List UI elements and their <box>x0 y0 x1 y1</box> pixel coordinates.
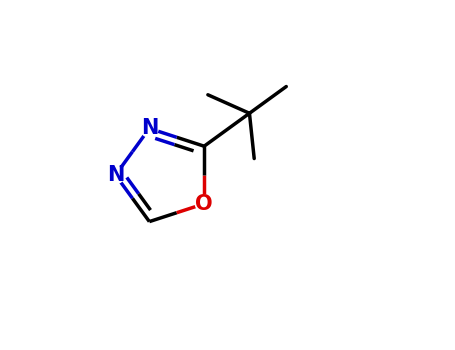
Circle shape <box>141 120 158 137</box>
Text: N: N <box>141 118 158 138</box>
Text: N: N <box>107 165 124 185</box>
Text: O: O <box>195 194 213 214</box>
Circle shape <box>195 195 213 212</box>
Circle shape <box>107 166 124 184</box>
